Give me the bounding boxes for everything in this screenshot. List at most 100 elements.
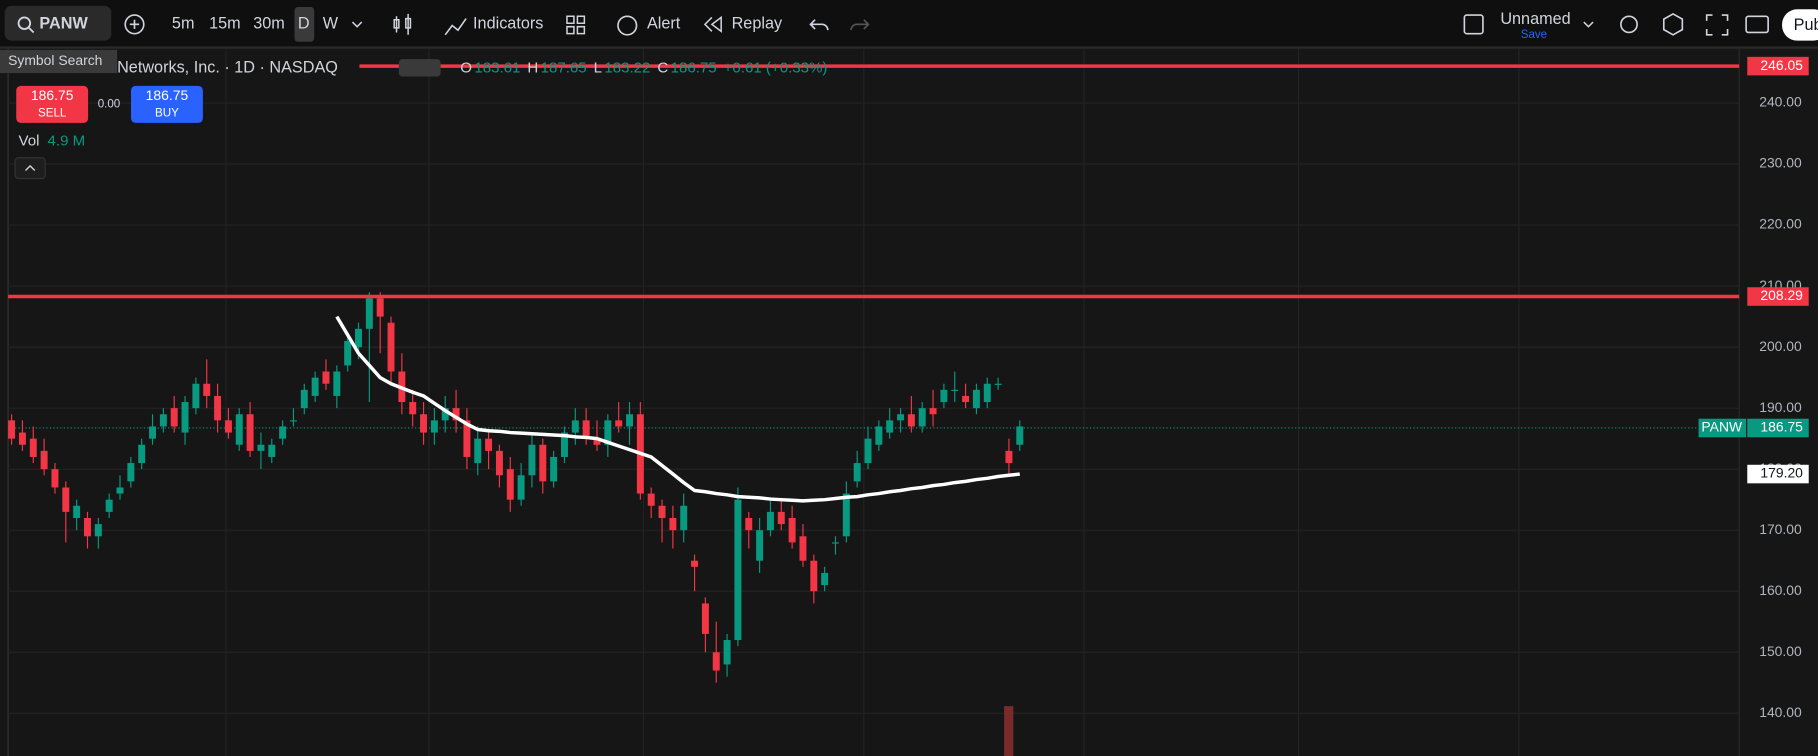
candle-body bbox=[593, 438, 601, 445]
ohlc-value: 186.75 bbox=[671, 59, 717, 76]
publish-button[interactable] bbox=[1782, 9, 1818, 41]
symbol[interactable]: PANW bbox=[39, 15, 88, 33]
save[interactable]: Save bbox=[1521, 29, 1547, 41]
legend-badge bbox=[398, 59, 441, 77]
candle-body bbox=[962, 395, 970, 403]
symbol-tag bbox=[1698, 418, 1747, 438]
interval[interactable]: W bbox=[323, 15, 339, 33]
indicators[interactable]: Indicators bbox=[473, 15, 543, 33]
interval[interactable]: 5m bbox=[172, 15, 195, 33]
candle-body bbox=[539, 444, 547, 482]
quick-search[interactable] bbox=[1620, 15, 1638, 34]
collapse[interactable] bbox=[14, 157, 46, 180]
h-line-label: 208.29 bbox=[1760, 287, 1803, 303]
candle-body bbox=[420, 414, 428, 433]
replay[interactable]: Replay bbox=[732, 15, 783, 33]
candle-body bbox=[159, 414, 167, 427]
legend-title: Networks, Inc. · 1D · NASDAQ bbox=[117, 59, 338, 77]
price-label: 186.75 bbox=[1760, 419, 1803, 435]
candle-body bbox=[355, 328, 362, 348]
candle-body bbox=[214, 395, 222, 421]
candle-body bbox=[853, 463, 861, 482]
change: +0.61 (+0.33%) bbox=[724, 59, 828, 76]
candle-body bbox=[560, 432, 568, 457]
time-grid bbox=[7, 48, 1740, 756]
buy-label[interactable]: BUY bbox=[155, 108, 179, 120]
tooltip bbox=[0, 49, 118, 74]
volume-label: Vol bbox=[19, 132, 40, 149]
candle-body bbox=[691, 560, 699, 567]
symbol-box[interactable] bbox=[4, 5, 112, 41]
sell-button[interactable] bbox=[16, 85, 89, 123]
buy-price[interactable]: 186.75 bbox=[146, 87, 189, 103]
candle-body bbox=[972, 389, 980, 409]
candle-body bbox=[864, 438, 872, 464]
layout-icon[interactable] bbox=[1463, 14, 1484, 35]
interval[interactable]: 30m bbox=[253, 15, 285, 33]
ohlc-value: 183.22 bbox=[604, 59, 650, 76]
candle-body bbox=[311, 377, 319, 396]
interval[interactable]: 15m bbox=[209, 15, 241, 33]
candle-body bbox=[842, 493, 850, 537]
symbol-tag-text: PANW bbox=[1701, 419, 1743, 435]
buy-button[interactable] bbox=[131, 85, 203, 123]
chart-type[interactable] bbox=[393, 13, 412, 35]
candle-body bbox=[832, 542, 839, 544]
settings[interactable] bbox=[1662, 13, 1684, 36]
candle-body bbox=[626, 414, 633, 427]
candle-body bbox=[886, 420, 894, 433]
candle-body bbox=[149, 426, 157, 439]
candle-body bbox=[940, 389, 948, 403]
y-tick-label: 160.00 bbox=[1759, 582, 1802, 598]
spread: 0.00 bbox=[98, 98, 121, 110]
y-tick-label: 200.00 bbox=[1759, 338, 1802, 354]
interval-menu[interactable] bbox=[351, 21, 363, 28]
price-box bbox=[1747, 418, 1809, 438]
volume-bar bbox=[1004, 706, 1014, 756]
y-tick-label: 150.00 bbox=[1759, 643, 1802, 659]
add-symbol[interactable] bbox=[124, 14, 145, 35]
fullscreen[interactable] bbox=[1705, 14, 1729, 36]
candle-body bbox=[875, 426, 883, 445]
ohlc-label: H bbox=[527, 59, 538, 76]
candle-body bbox=[994, 383, 1002, 385]
layout-menu[interactable] bbox=[1583, 21, 1594, 28]
ohlc-label: O bbox=[460, 59, 472, 76]
publish[interactable]: Pub bbox=[1794, 16, 1818, 34]
candle-body bbox=[907, 414, 915, 427]
candle-body bbox=[235, 414, 243, 445]
candle-body bbox=[192, 383, 200, 409]
sell-price[interactable]: 186.75 bbox=[31, 87, 74, 103]
redo[interactable] bbox=[850, 19, 870, 31]
alert[interactable]: Alert bbox=[647, 15, 681, 33]
candle-body bbox=[712, 652, 720, 671]
candle-body bbox=[73, 505, 81, 518]
candle-body bbox=[387, 322, 395, 372]
sell-label[interactable]: SELL bbox=[38, 108, 67, 120]
candle-body bbox=[615, 420, 623, 427]
active-interval bbox=[294, 6, 315, 42]
h-line-box bbox=[1747, 56, 1809, 76]
undo[interactable] bbox=[809, 19, 829, 31]
candle-body bbox=[463, 420, 471, 457]
candle-body bbox=[441, 408, 449, 421]
search-icon bbox=[17, 16, 32, 30]
templates[interactable] bbox=[566, 15, 586, 35]
candle-body bbox=[756, 530, 764, 561]
alert-icon bbox=[617, 15, 638, 36]
ohlc-label: L bbox=[594, 59, 602, 76]
candle-body bbox=[51, 469, 59, 488]
interval[interactable]: D bbox=[298, 15, 310, 33]
candle-body bbox=[127, 463, 135, 482]
layout-name[interactable]: Unnamed bbox=[1500, 10, 1570, 28]
candle-body bbox=[647, 493, 655, 506]
candle-body bbox=[365, 298, 373, 329]
plot: 140.00150.00160.00170.00180.00190.00200.… bbox=[8, 57, 1809, 756]
candle-body bbox=[897, 414, 905, 421]
add-symbol bbox=[129, 19, 140, 30]
ma-box bbox=[1747, 464, 1809, 484]
candle-body bbox=[29, 438, 37, 457]
snapshot[interactable] bbox=[1745, 15, 1769, 34]
